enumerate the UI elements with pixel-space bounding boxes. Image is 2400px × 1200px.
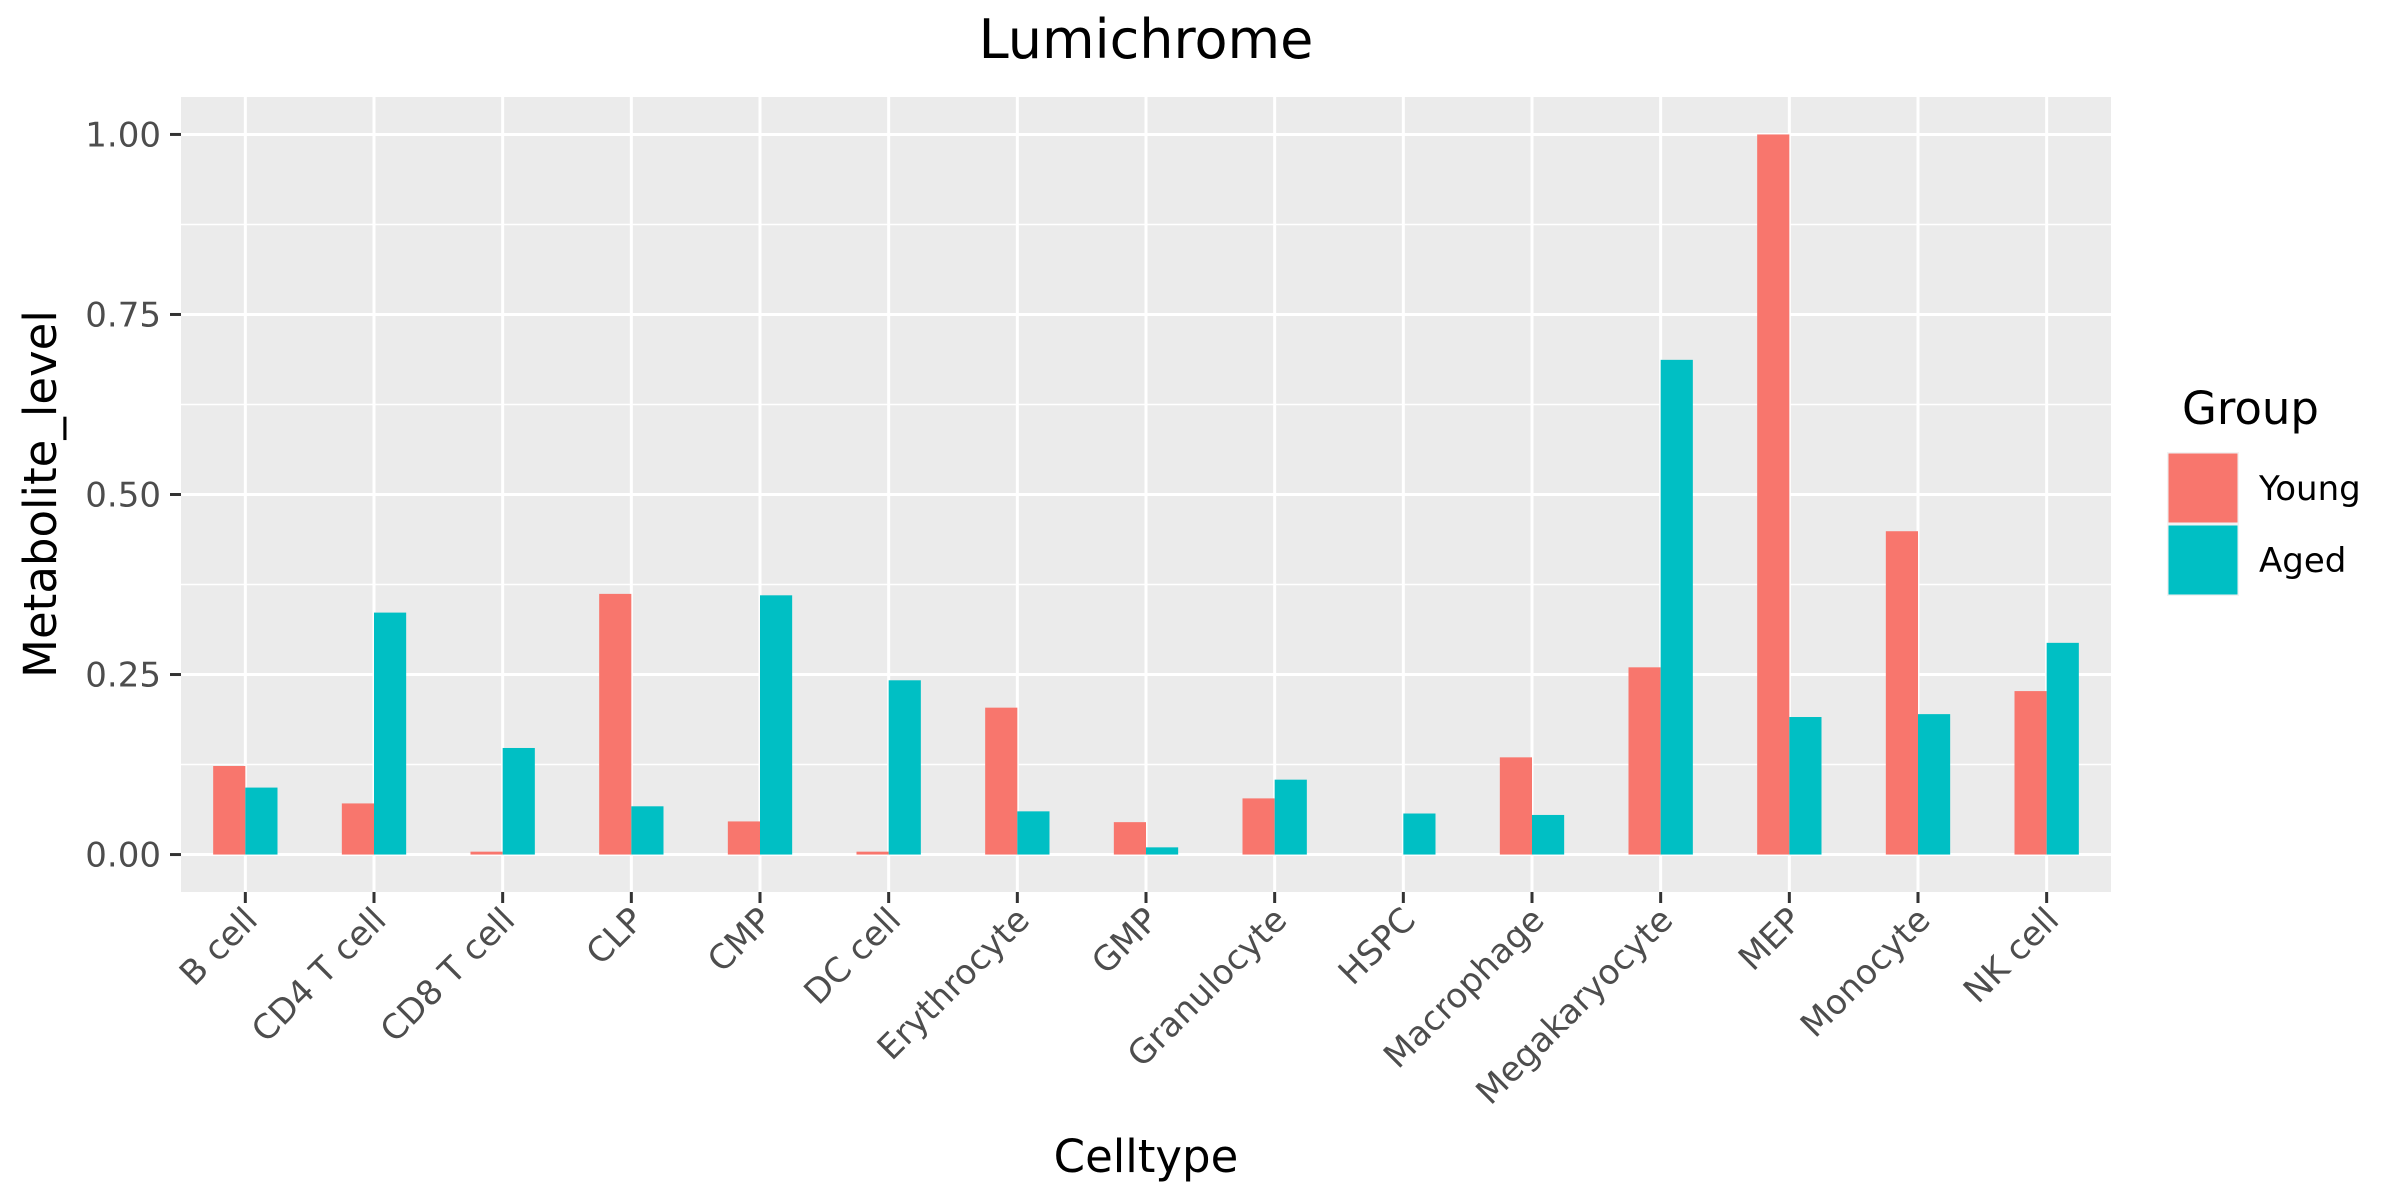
legend-key-aged <box>2168 525 2238 595</box>
bar-aged-gmp <box>1146 847 1179 855</box>
bar-aged-nk-cell <box>2046 642 2079 855</box>
x-tick-label: NK cell <box>1956 900 2067 1011</box>
bar-young-b-cell <box>213 765 246 855</box>
x-tick-label: DC cell <box>796 900 909 1013</box>
bar-young-clp <box>599 593 632 855</box>
x-tick-label: GMP <box>1084 900 1166 982</box>
bar-aged-macrophage <box>1532 814 1565 855</box>
bar-aged-monocyte <box>1918 714 1951 855</box>
bar-young-macrophage <box>1499 757 1532 855</box>
bar-young-gmp <box>1113 822 1146 855</box>
legend: Group Young Aged <box>2167 382 2361 596</box>
bar-aged-cd8-t-cell <box>502 747 535 855</box>
bar-aged-megakaryocyte <box>1660 359 1693 855</box>
y-tick-label: 1.00 <box>85 115 161 155</box>
bar-aged-erythrocyte <box>1017 811 1050 855</box>
x-tick-label: CMP <box>700 900 780 980</box>
bar-aged-cmp <box>760 595 793 855</box>
x-tick-label: B cell <box>172 900 266 994</box>
bar-aged-dc-cell <box>888 680 921 855</box>
y-tick-label: 0.00 <box>85 836 161 876</box>
chart-title: Lumichrome <box>979 8 1314 71</box>
legend-key-young <box>2168 453 2238 523</box>
bars <box>213 134 2079 855</box>
y-axis-title: Metabolite_level <box>14 310 67 678</box>
bar-young-megakaryocyte <box>1628 667 1661 855</box>
bar-young-dc-cell <box>856 851 889 855</box>
bar-aged-hspc <box>1403 813 1436 855</box>
x-tick-label: CD8 T cell <box>373 900 523 1050</box>
x-tick-label: MEP <box>1731 900 1810 979</box>
bar-young-mep <box>1757 134 1790 855</box>
bar-aged-granulocyte <box>1274 779 1307 855</box>
bar-aged-clp <box>631 806 664 855</box>
y-tick-label: 0.25 <box>85 656 161 696</box>
bar-young-cd4-t-cell <box>341 803 374 855</box>
bar-aged-mep <box>1789 717 1822 855</box>
x-tick-label: CLP <box>579 900 652 973</box>
legend-label: Aged <box>2259 541 2346 581</box>
x-tick-label: CD4 T cell <box>244 900 394 1050</box>
legend-title: Group <box>2182 382 2319 435</box>
x-axis-title: Celltype <box>1054 1130 1239 1183</box>
bar-young-nk-cell <box>2014 691 2047 855</box>
bar-aged-b-cell <box>245 787 278 855</box>
x-tick-label: Monocyte <box>1793 900 1938 1045</box>
x-tick-label: HSPC <box>1331 900 1424 993</box>
y-tick-label: 0.50 <box>85 476 161 516</box>
bar-aged-cd4-t-cell <box>374 612 407 855</box>
bar-young-erythrocyte <box>985 707 1018 855</box>
bar-young-cmp <box>727 821 760 855</box>
bar-young-cd8-t-cell <box>470 851 503 855</box>
y-tick-label: 0.75 <box>85 295 161 335</box>
legend-label: Young <box>2258 469 2361 509</box>
bar-young-granulocyte <box>1242 798 1275 855</box>
bar-young-monocyte <box>1885 531 1918 855</box>
